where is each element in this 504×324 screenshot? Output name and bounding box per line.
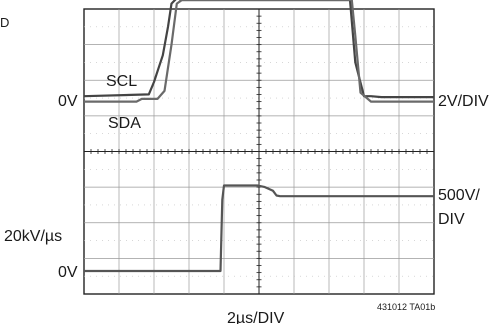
top-zero-label: 0V <box>58 93 78 110</box>
trace-top-scl <box>83 0 434 99</box>
scl-label: SCL <box>106 73 137 90</box>
scope-grid <box>83 8 435 295</box>
trace-bottom-slew <box>84 184 434 273</box>
x-axis-label: 2µs/DIV <box>227 310 285 324</box>
slew-rate-label: 20kV/µs <box>4 228 62 245</box>
trace-layer <box>83 0 434 273</box>
top-scale-label: 2V/DIV <box>438 93 489 110</box>
bottom-scale-label-line2: DIV <box>438 211 465 228</box>
corner-label: D <box>0 15 9 30</box>
bottom-scale-label-line1: 500V/ <box>438 187 480 204</box>
figure-id: 431012 TA01b <box>377 302 435 312</box>
trace-top-sda <box>84 0 434 103</box>
sda-label: SDA <box>108 115 141 132</box>
bottom-zero-label: 0V <box>58 264 78 281</box>
